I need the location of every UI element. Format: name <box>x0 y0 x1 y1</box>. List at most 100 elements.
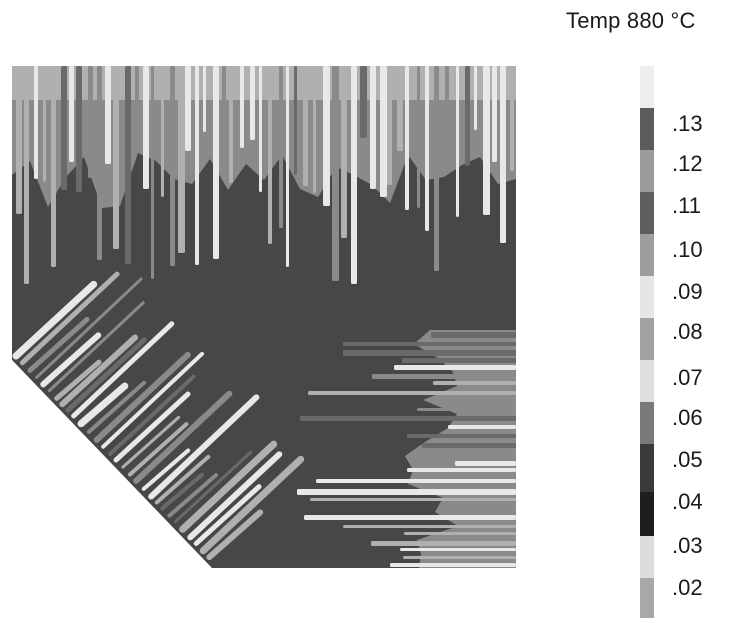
vertical-needle <box>16 66 22 214</box>
vertical-needle <box>143 66 149 189</box>
vertical-needle <box>105 66 111 164</box>
temperature-title: Temp 880 °C <box>566 8 696 33</box>
vertical-needle <box>500 66 506 243</box>
legend-label: .07 <box>672 365 703 390</box>
vertical-needle <box>279 66 283 228</box>
legend-label: .04 <box>672 489 703 514</box>
vertical-needle <box>51 66 56 267</box>
legend-label: .03 <box>672 533 703 558</box>
diagonal-needle <box>108 374 196 456</box>
diagonal-needle <box>113 391 191 463</box>
top-colony-band <box>12 66 516 100</box>
diagonal-needle <box>187 451 283 541</box>
vertical-needle <box>360 66 367 138</box>
horizontal-needle <box>304 515 516 520</box>
vertical-needle <box>34 66 38 179</box>
vertical-needle <box>370 66 376 189</box>
horizontal-needle <box>400 548 516 551</box>
horizontal-needle <box>441 452 516 455</box>
diagonal-needle <box>27 316 90 373</box>
vertical-needle <box>229 66 233 183</box>
diagonal-needle <box>101 351 205 449</box>
diagonal-needle <box>47 301 145 393</box>
diagonal-needle <box>206 509 264 561</box>
vertical-needle <box>195 66 199 265</box>
horizontal-needle <box>448 425 516 429</box>
vertical-needle <box>268 66 272 244</box>
legend-swatch <box>640 276 654 318</box>
vertical-needle <box>492 66 497 162</box>
vertical-needle <box>351 66 357 284</box>
diagonal-needle <box>193 484 262 546</box>
horizontal-needle <box>431 332 516 338</box>
horizontal-needle <box>403 556 516 559</box>
vertical-needle <box>125 66 131 264</box>
horizontal-needle <box>300 416 516 421</box>
diagonal-needle <box>86 380 146 434</box>
legend-swatch <box>640 192 654 234</box>
diagonal-needle <box>121 415 181 469</box>
horizontal-needle <box>343 350 516 356</box>
vertical-needle <box>323 66 330 206</box>
legend-label: .06 <box>672 405 703 430</box>
bottom-edge-mask <box>0 569 735 618</box>
diagonal-needle <box>71 321 175 419</box>
legend-swatch <box>640 318 654 360</box>
horizontal-needle <box>442 400 516 406</box>
vertical-needle <box>69 66 74 162</box>
vertical-needle <box>178 66 185 253</box>
concentration-legend: .13 .12 .11 .10 .09 .08 .07 .06 .05 .04 .03 .02 <box>640 66 735 618</box>
horizontal-needle <box>310 498 516 501</box>
vertical-needle <box>88 66 93 178</box>
legend-swatch <box>640 492 654 536</box>
vertical-needle <box>250 66 255 140</box>
horizontal-needle <box>407 434 516 438</box>
vertical-needle <box>387 66 392 185</box>
vertical-needle <box>417 66 420 208</box>
diagonal-needle <box>77 382 129 428</box>
legend-label: .13 <box>672 111 703 136</box>
legend-label: .08 <box>672 319 703 344</box>
legend-color-bar <box>640 66 654 618</box>
legend-swatch <box>640 108 654 150</box>
vertical-needle <box>61 66 67 190</box>
horizontal-needle <box>446 507 516 512</box>
legend-swatch <box>640 234 654 276</box>
horizontal-needle <box>402 358 516 363</box>
diagonal-needle <box>154 454 211 505</box>
horizontal-needle <box>316 479 516 483</box>
vertical-needle <box>332 66 339 281</box>
vertical-needle <box>286 66 289 267</box>
diagonal-needle <box>148 394 260 500</box>
diagonal-needle <box>19 271 120 366</box>
legend-swatch <box>640 536 654 578</box>
diagonal-needle <box>65 337 147 413</box>
diagonal-needle <box>173 450 253 524</box>
vertical-needle <box>240 66 244 148</box>
horizontal-needle <box>343 525 516 528</box>
horizontal-needle <box>394 365 516 370</box>
diagonal-needle <box>59 334 139 408</box>
diagonal-needle <box>12 280 98 360</box>
legend-label: .10 <box>672 237 703 262</box>
legend-label: .05 <box>672 447 703 472</box>
vertical-needle <box>43 66 46 182</box>
horizontal-needle <box>343 342 516 346</box>
legend-label: .02 <box>672 575 703 600</box>
vertical-needle <box>185 66 191 151</box>
diagonal-needle <box>160 472 204 511</box>
diagonal-needle <box>93 351 191 443</box>
horizontal-needle <box>433 381 516 385</box>
vertical-needle <box>456 66 459 217</box>
horizontal-needle <box>371 541 516 546</box>
diagonal-needle <box>35 277 143 379</box>
vertical-needle <box>213 66 219 259</box>
vertical-needle <box>135 66 139 130</box>
legend-swatch <box>640 66 654 108</box>
vertical-needle <box>341 66 347 238</box>
vertical-needle <box>113 66 119 249</box>
vertical-needle <box>259 66 262 192</box>
vertical-needle <box>313 66 316 193</box>
